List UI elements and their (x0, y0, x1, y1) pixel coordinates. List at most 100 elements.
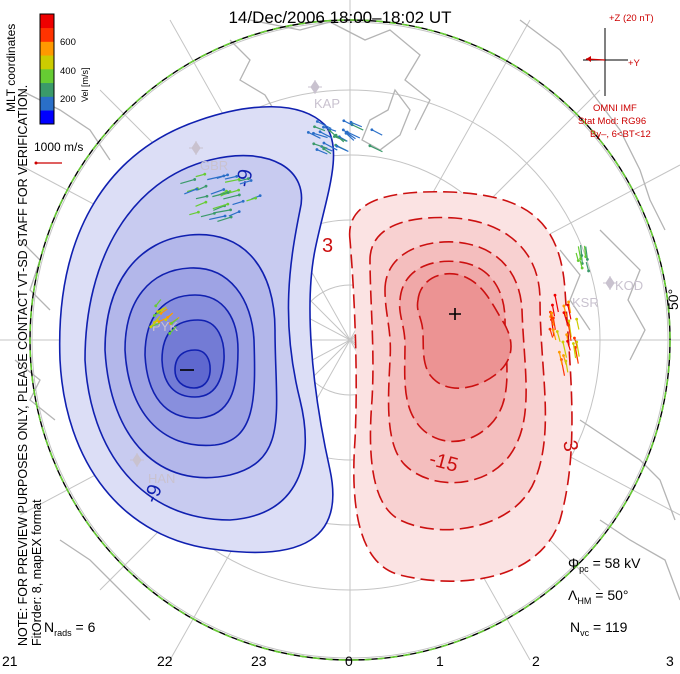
velocity-vector (567, 301, 572, 314)
velocity-vector (223, 189, 239, 195)
velocity-vector-origin (580, 266, 584, 270)
velocity-vector-origin (344, 131, 348, 135)
velocity-vector-origin (241, 199, 245, 203)
velocity-vector (197, 185, 207, 191)
velocity-tick-600: 600 (60, 37, 76, 48)
velocity-vector-origin (197, 210, 200, 214)
velocity-vector (562, 341, 568, 358)
velocity-vector (239, 179, 252, 185)
site-kap: KAP (308, 80, 340, 111)
velocity-vector (223, 194, 240, 200)
velocity-vector-origin (322, 141, 326, 145)
velocity-vector-origin (212, 211, 216, 215)
imf-source: OMNI IMF (593, 103, 637, 114)
stat-n-vc: Nvc = 119 (570, 619, 628, 638)
site-ksr: KSR (572, 295, 599, 310)
velocity-vector-origin (237, 210, 241, 214)
velocity-vector (209, 215, 226, 221)
svg-text:KOD: KOD (615, 278, 643, 293)
velocity-vector (549, 312, 554, 324)
velocity-vector (213, 205, 225, 211)
velocity-vector (308, 131, 321, 139)
color-scale-step (40, 55, 54, 70)
velocity-vector-origin (565, 333, 569, 337)
velocity-vector-origin (576, 259, 580, 263)
velocity-vector-origin (574, 346, 577, 349)
velocity-vector (572, 343, 577, 359)
velocity-vector-origin (555, 330, 559, 333)
velocity-vector (238, 178, 249, 182)
velocity-vector-origin (553, 293, 557, 297)
velocity-vector-origin (551, 303, 554, 307)
velocity-vector-origin (564, 359, 568, 363)
velocity-vector (585, 246, 589, 260)
velocity-vector-origin (153, 321, 156, 324)
velocity-vector-origin (318, 130, 322, 134)
velocity-vector-origin (550, 311, 554, 315)
mlt-tick-21: 21 (2, 653, 18, 669)
mlt-tick-22: 22 (157, 653, 173, 669)
mlt-tick-3: 3 (666, 653, 674, 669)
velocity-vector (184, 188, 197, 195)
reference-vector-label: 1000 m/s (34, 140, 84, 154)
velocity-vector (583, 245, 587, 257)
velocity-vector-origin (237, 193, 241, 197)
velocity-vector-origin (204, 184, 208, 188)
velocity-vector-origin (170, 321, 173, 325)
svg-text:GBR: GBR (200, 158, 228, 173)
velocity-vector-origin (551, 316, 555, 320)
site-han: HAN (130, 453, 175, 486)
velocity-vector-origin (322, 147, 326, 151)
stat-lambda-hm: ΛHM = 50° (568, 587, 629, 606)
velocity-vector (323, 148, 332, 155)
velocity-vector-origin (226, 173, 229, 177)
velocity-vector (554, 295, 559, 313)
velocity-vector-origin (193, 178, 197, 181)
velocity-vector-origin (166, 315, 169, 319)
velocity-vector-origin (349, 120, 353, 124)
contour-label-3-top: 3 (322, 235, 333, 257)
site-gbr: GBR (189, 141, 228, 173)
velocity-vector (568, 320, 572, 338)
velocity-vector (567, 341, 571, 351)
velocity-vector-origin (567, 319, 571, 323)
velocity-vector (345, 132, 355, 141)
velocity-vector (346, 131, 361, 139)
velocity-vector-origin (562, 354, 565, 357)
color-scale-step (40, 82, 54, 97)
velocity-vector (371, 129, 383, 136)
velocity-vector-origin (254, 196, 257, 200)
velocity-vector-origin (566, 303, 570, 307)
velocity-vector-origin (149, 325, 153, 329)
velocity-vector-origin (153, 314, 156, 317)
color-scale-frame (39, 13, 55, 125)
velocity-vector-origin (587, 269, 590, 273)
velocity-vector-origin (315, 148, 319, 151)
velocity-vector-origin (579, 257, 583, 260)
imf-z-label: +Z (20 nT) (609, 13, 654, 24)
velocity-vector-origin (226, 191, 230, 194)
velocity-vector (329, 130, 338, 138)
velocity-vector (313, 143, 328, 149)
velocity-vector (224, 178, 240, 183)
velocity-vector (314, 126, 326, 132)
velocity-vector (189, 211, 199, 216)
negative-potential-cell (58, 105, 335, 554)
imf-condition: By–, 6<BT<12 (590, 129, 651, 140)
color-scale-step (40, 27, 54, 42)
velocity-vector-origin (551, 328, 555, 332)
velocity-vector (552, 329, 557, 341)
velocity-vector (576, 341, 580, 357)
velocity-vector (552, 317, 556, 330)
velocity-vector-origin (235, 174, 239, 178)
velocity-vector (549, 328, 554, 338)
potential-maximum-marker (449, 308, 461, 320)
velocity-vector-origin (573, 336, 576, 340)
velocity-vector (556, 331, 561, 342)
coordinate-label: MLT coordinates (4, 23, 18, 112)
velocity-vector-origin (342, 119, 346, 123)
velocity-vector (577, 246, 582, 259)
velocity-vector (169, 326, 177, 334)
velocity-vector (336, 145, 349, 153)
velocity-vector (317, 120, 332, 130)
